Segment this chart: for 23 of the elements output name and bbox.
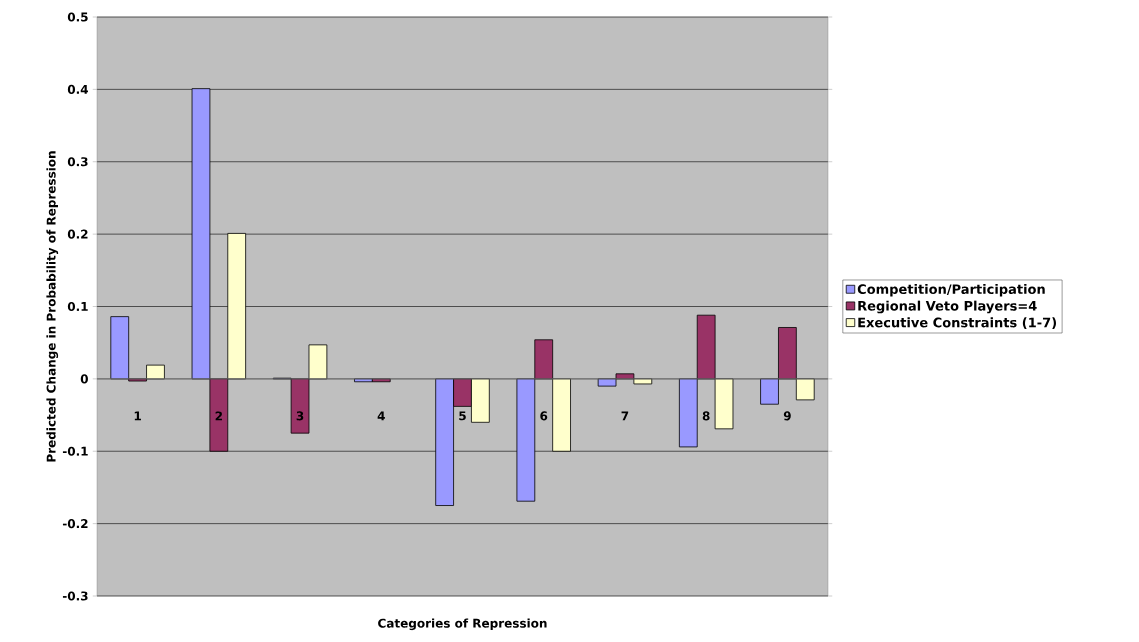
y-tick-label: 0 [80,374,88,384]
y-tick-label: 0.4 [67,84,88,94]
legend-label: Regional Veto Players=4 [858,300,1037,314]
legend-label: Competition/Participation [857,283,1045,297]
x-axis-title: Categories of Repression [378,618,547,631]
x-tick-label: 7 [621,411,629,421]
x-tick-label: 9 [783,411,791,421]
y-tick-label: -0.3 [62,591,88,601]
x-tick-label: 6 [540,411,548,421]
y-tick-label: 0.2 [67,229,88,239]
y-tick-label: -0.2 [62,519,88,529]
y-axis-title: Predicted Change in Probability of Repression [46,151,59,462]
y-tick-label: -0.1 [62,446,88,456]
x-tick-label: 2 [215,411,222,421]
y-tick-label: 0.1 [67,301,88,312]
x-tick-label: 5 [459,411,466,421]
x-tick-label: 1 [134,411,141,421]
x-tick-label: 3 [296,411,304,421]
y-tick-label: 0.3 [67,157,88,167]
y-tick-label: 0.5 [67,12,88,22]
x-tick-label: 8 [702,411,710,421]
x-tick-label: 4 [377,411,385,421]
legend-label: Executive Constraints (1-7) [858,317,1056,329]
